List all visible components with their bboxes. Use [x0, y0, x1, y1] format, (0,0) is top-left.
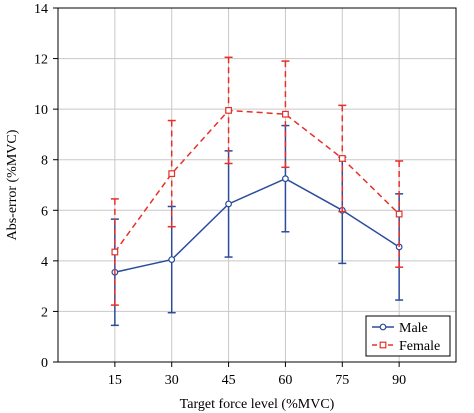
y-tick-label: 10: [34, 103, 48, 118]
x-axis-ticks: 15 30 45 60 75 90: [108, 362, 406, 388]
data-point-male: [282, 175, 289, 183]
legend-marker-female: [379, 341, 387, 349]
data-point-female: [395, 210, 403, 218]
legend-label-male: Male: [399, 321, 428, 336]
series-layer: [110, 56, 404, 327]
legend: Male Female: [365, 315, 451, 357]
y-tick-label: 4: [41, 255, 48, 270]
x-tick-label: 15: [108, 373, 122, 388]
x-tick-label: 75: [335, 373, 349, 388]
legend-marker-male: [379, 323, 387, 331]
y-tick-label: 6: [41, 204, 48, 219]
x-axis-title: Target force level (%MVC): [180, 397, 335, 412]
grid: [58, 7, 456, 363]
data-point-female: [282, 110, 289, 118]
series-female: [110, 56, 404, 306]
x-tick-label: 60: [278, 373, 292, 388]
legend-box: [365, 315, 451, 357]
plot-frame: [57, 7, 457, 363]
series-male: [110, 124, 404, 327]
data-point-female: [168, 170, 176, 178]
legend-label-female: Female: [399, 339, 440, 354]
y-tick-label: 14: [34, 2, 48, 17]
series-line-female: [114, 109, 400, 253]
series-line-male: [114, 177, 400, 273]
x-tick-label: 45: [222, 373, 236, 388]
y-tick-label: 0: [41, 356, 48, 371]
y-tick-label: 12: [34, 53, 48, 68]
data-point-male: [225, 200, 232, 208]
data-point-female: [338, 155, 346, 162]
y-axis-title: Abs-error (%MVC): [5, 129, 20, 240]
data-point-male: [168, 256, 176, 263]
y-tick-label: 2: [41, 305, 48, 320]
x-tick-label: 30: [165, 373, 179, 388]
y-axis-ticks: 0 2 4 6 8 10 12 14: [34, 2, 58, 371]
data-point-female: [111, 248, 119, 256]
data-point-female: [225, 107, 232, 114]
x-tick-label: 90: [392, 373, 406, 388]
y-tick-label: 8: [41, 154, 48, 169]
